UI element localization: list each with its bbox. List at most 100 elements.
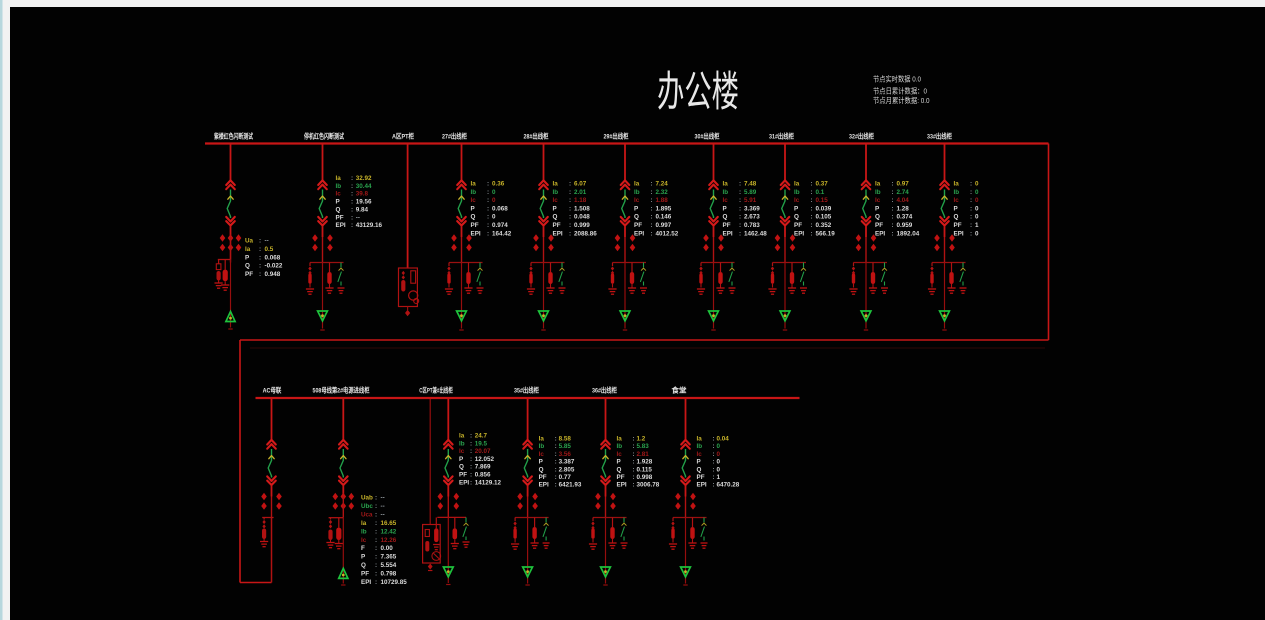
svg-text:P: P — [954, 205, 958, 212]
svg-text:Q: Q — [697, 466, 702, 473]
svg-text::: : — [569, 189, 571, 196]
svg-text:PF: PF — [539, 474, 547, 481]
svg-text::: : — [892, 181, 894, 188]
svg-text:0.798: 0.798 — [381, 571, 397, 578]
svg-text::: : — [633, 482, 635, 489]
svg-text:1.2: 1.2 — [637, 436, 646, 443]
svg-text:Ib: Ib — [539, 443, 545, 450]
svg-text:Ic: Ic — [336, 191, 342, 198]
svg-text:办公楼: 办公楼 — [657, 68, 739, 115]
svg-text:1.895: 1.895 — [656, 205, 672, 212]
svg-text:0.948: 0.948 — [265, 271, 281, 278]
svg-text::: : — [651, 197, 653, 204]
svg-text:19.56: 19.56 — [356, 199, 372, 206]
svg-text::: : — [470, 472, 472, 479]
svg-text:Uca: Uca — [361, 511, 373, 518]
svg-text:2.32: 2.32 — [656, 189, 669, 196]
svg-text:32#出线柜: 32#出线柜 — [849, 132, 874, 141]
svg-text::: : — [487, 181, 489, 188]
svg-text:19.5: 19.5 — [475, 440, 488, 447]
svg-text::: : — [739, 189, 741, 196]
svg-text::: : — [892, 205, 894, 212]
svg-text:PF: PF — [723, 222, 731, 229]
svg-text:0.856: 0.856 — [475, 472, 491, 479]
svg-text:0.374: 0.374 — [897, 214, 913, 221]
svg-text:0.959: 0.959 — [897, 222, 913, 229]
svg-text:0.37: 0.37 — [816, 181, 829, 188]
svg-text::: : — [375, 503, 377, 510]
svg-text:27#出线柜: 27#出线柜 — [442, 132, 467, 141]
svg-text:EPI: EPI — [697, 482, 707, 489]
svg-text:0.783: 0.783 — [744, 222, 760, 229]
svg-text:28#出线柜: 28#出线柜 — [524, 132, 549, 141]
svg-text::: : — [651, 230, 653, 237]
svg-text:--: -- — [265, 238, 269, 245]
svg-text::: : — [351, 183, 353, 190]
svg-text:39.8: 39.8 — [356, 191, 369, 198]
svg-text:PF: PF — [471, 222, 479, 229]
svg-text:F: F — [361, 545, 365, 552]
svg-text:6421.93: 6421.93 — [559, 482, 582, 489]
svg-text:Ib: Ib — [336, 183, 342, 190]
svg-text:Ic: Ic — [617, 451, 623, 458]
svg-text:EPI: EPI — [634, 230, 644, 237]
svg-text:Q: Q — [245, 263, 250, 270]
svg-text:EPI: EPI — [794, 230, 804, 237]
svg-text:P: P — [617, 459, 621, 466]
svg-text::: : — [811, 214, 813, 221]
svg-text:566.19: 566.19 — [816, 230, 836, 237]
svg-text:0: 0 — [717, 451, 721, 458]
svg-text::: : — [970, 181, 972, 188]
svg-text:7.48: 7.48 — [744, 181, 757, 188]
svg-text::: : — [811, 222, 813, 229]
svg-text::: : — [633, 466, 635, 473]
svg-text:12.42: 12.42 — [381, 528, 397, 535]
svg-text::: : — [375, 520, 377, 527]
svg-text::: : — [487, 214, 489, 221]
svg-text:Ic: Ic — [954, 197, 960, 204]
svg-text:0.146: 0.146 — [656, 214, 672, 221]
svg-text::: : — [351, 191, 353, 198]
svg-text::: : — [375, 579, 377, 586]
svg-text::: : — [739, 230, 741, 237]
svg-text:0.998: 0.998 — [637, 474, 653, 481]
svg-text:Ia: Ia — [634, 181, 640, 188]
svg-text:5.85: 5.85 — [559, 443, 572, 450]
svg-text:0.105: 0.105 — [816, 214, 832, 221]
svg-text:紫楼红色闪断测试: 紫楼红色闪断测试 — [214, 132, 253, 141]
svg-text:EPI: EPI — [553, 230, 563, 237]
svg-text:0: 0 — [717, 443, 721, 450]
svg-text:EPI: EPI — [471, 230, 481, 237]
svg-text::: : — [739, 205, 741, 212]
svg-text:Ib: Ib — [634, 189, 640, 196]
svg-text:0: 0 — [975, 197, 979, 204]
svg-text::: : — [375, 495, 377, 502]
svg-text::: : — [555, 466, 557, 473]
svg-text:AC母联: AC母联 — [263, 386, 282, 395]
svg-text:0.04: 0.04 — [717, 436, 730, 443]
svg-text::: : — [633, 459, 635, 466]
svg-text::: : — [487, 222, 489, 229]
svg-text::: : — [739, 214, 741, 221]
svg-text:Ic: Ic — [875, 197, 881, 204]
svg-text:7.869: 7.869 — [475, 464, 491, 471]
svg-text::: : — [633, 474, 635, 481]
svg-text::: : — [713, 466, 715, 473]
svg-text::: : — [811, 205, 813, 212]
svg-text:P: P — [539, 459, 543, 466]
svg-text:5.83: 5.83 — [637, 443, 650, 450]
svg-text:Ia: Ia — [697, 436, 703, 443]
svg-text:P: P — [723, 205, 727, 212]
svg-text:0.5: 0.5 — [265, 246, 274, 253]
svg-text::: : — [970, 230, 972, 237]
svg-text:16.65: 16.65 — [381, 520, 397, 527]
svg-text:30#出线柜: 30#出线柜 — [695, 132, 720, 141]
svg-text:EPI: EPI — [336, 222, 346, 229]
svg-text::: : — [569, 197, 571, 204]
svg-text::: : — [811, 189, 813, 196]
svg-text::: : — [375, 511, 377, 518]
svg-text:1.928: 1.928 — [637, 459, 653, 466]
svg-text:Ia: Ia — [459, 433, 465, 440]
svg-text::: : — [651, 189, 653, 196]
svg-text:6.07: 6.07 — [574, 181, 587, 188]
